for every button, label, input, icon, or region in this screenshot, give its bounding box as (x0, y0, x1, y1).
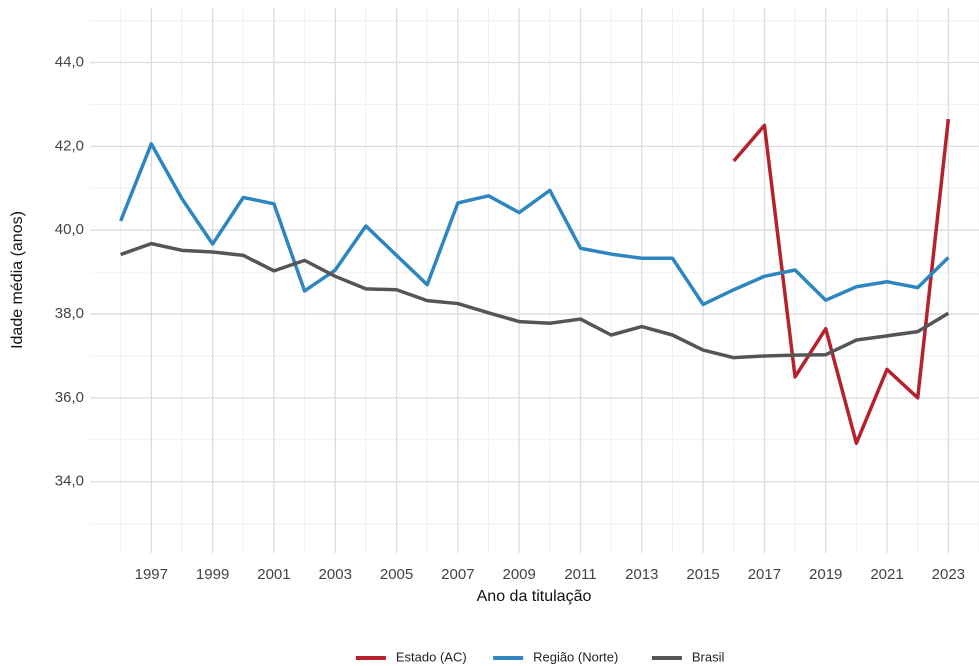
x-tick-label: 2019 (809, 566, 842, 583)
x-tick-label: 2009 (502, 566, 535, 583)
legend-label: Estado (AC) (396, 649, 467, 664)
x-tick-label: 2011 (564, 566, 596, 583)
y-tick-label: 38,0 (55, 305, 84, 322)
x-tick-label: 2021 (870, 566, 903, 583)
line (120, 241, 950, 360)
y-tick-label: 44,0 (55, 53, 84, 70)
x-tick-label: 2007 (441, 566, 474, 583)
y-axis-title: Idade média (anos) (9, 211, 26, 349)
x-tick-label: 1997 (135, 566, 168, 583)
x-tick-label: 2005 (380, 566, 413, 583)
y-tick-label: 36,0 (55, 389, 84, 406)
y-tick-label: 40,0 (55, 221, 84, 238)
legend-label: Região (Norte) (533, 649, 618, 664)
legend-label: Brasil (692, 649, 725, 664)
x-tick-label: 2015 (686, 566, 719, 583)
x-tick-label: 2017 (748, 566, 781, 583)
y-tick-label: 34,0 (55, 473, 84, 490)
y-tick-label: 42,0 (55, 137, 84, 154)
line (732, 118, 951, 445)
line (119, 142, 950, 307)
x-tick-label: 2001 (257, 566, 290, 583)
x-tick-label: 2003 (319, 566, 352, 583)
x-tick-label: 2023 (932, 566, 965, 583)
x-tick-label: 2013 (625, 566, 658, 583)
x-tick-label: 1999 (196, 566, 229, 583)
x-axis-title: Ano da titulação (477, 588, 592, 605)
